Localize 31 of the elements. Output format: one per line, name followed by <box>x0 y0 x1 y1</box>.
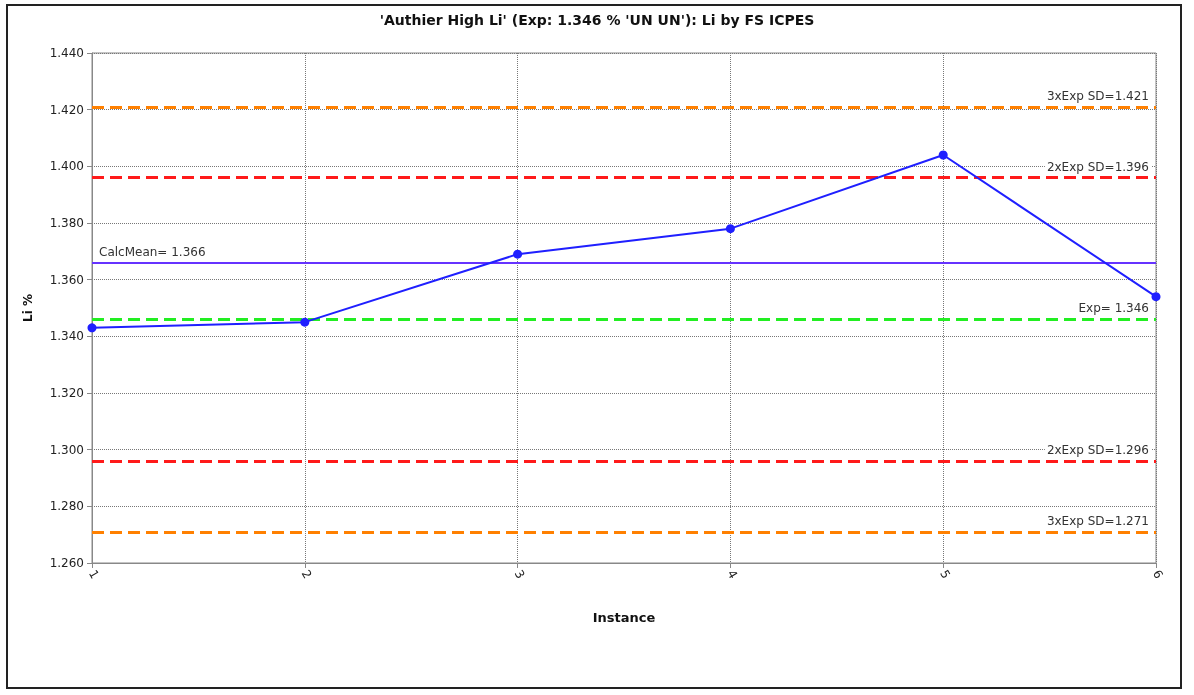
x-tick-label: 6 <box>1149 567 1166 582</box>
point <box>1151 292 1161 302</box>
y-tick-label: 1.400 <box>49 159 84 174</box>
point <box>300 317 310 327</box>
chart-title: 'Authier High Li' (Exp: 1.346 % 'UN UN'): Li by FS ICPES <box>379 12 815 28</box>
y-tick-label: 1.340 <box>49 329 84 344</box>
y-tick-label: 1.280 <box>49 499 84 514</box>
y-tick-label: 1.360 <box>49 272 84 287</box>
ref-line-label: 2xExp SD=1.396 <box>1046 159 1149 174</box>
ref-line-label: 3xExp SD=1.421 <box>1046 88 1149 103</box>
y-tick-label: 1.320 <box>49 386 84 400</box>
point <box>725 224 735 234</box>
point <box>938 150 948 160</box>
y-tick-label: 1.420 <box>49 102 84 117</box>
y-tick-label: 1.440 <box>49 46 84 60</box>
x-tick-label: 1 <box>85 567 102 582</box>
x-axis-title: Instance <box>592 610 656 625</box>
ref-line-label: 2xExp SD=1.296 <box>1046 443 1149 457</box>
y-tick-label: 1.380 <box>49 216 84 230</box>
x-tick-label: 2 <box>298 567 315 582</box>
x-tick-label: 4 <box>724 567 741 582</box>
ref-line-label: Exp= 1.346 <box>1078 301 1149 316</box>
x-tick-label: 5 <box>937 567 954 582</box>
ref-line-label: CalcMean= 1.366 <box>99 244 206 259</box>
y-axis-title: Li % <box>21 294 35 322</box>
y-tick-label: 1.260 <box>49 556 84 570</box>
point <box>513 249 523 259</box>
x-tick-label: 3 <box>511 567 528 582</box>
ref-line-label: 3xExp SD=1.271 <box>1046 513 1149 528</box>
y-tick-label: 1.300 <box>49 442 84 457</box>
point <box>87 323 97 333</box>
